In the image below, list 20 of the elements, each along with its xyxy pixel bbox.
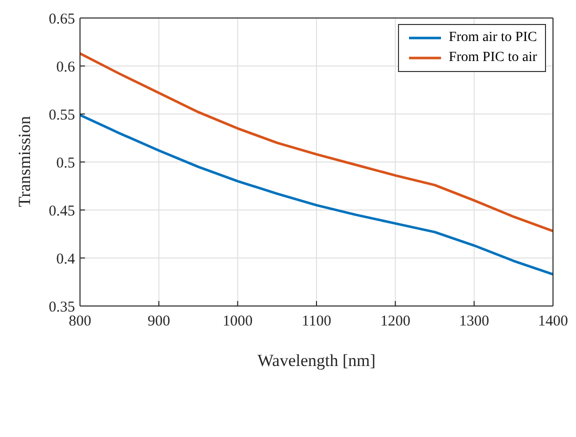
y-tick-label: 0.4	[56, 251, 76, 268]
x-tick-label: 1000	[222, 314, 253, 330]
legend-label: From PIC to air	[448, 50, 537, 66]
y-tick-label: 0.65	[48, 11, 75, 28]
line-series	[80, 52, 553, 232]
y-tick-label: 0.55	[48, 107, 75, 124]
y-tick-label: 0.35	[48, 299, 75, 316]
x-axis-title: Wavelength [nm]	[257, 351, 376, 370]
y-tick-label: 0.6	[56, 59, 76, 76]
x-tick-label: 800	[68, 314, 92, 330]
legend-label: From air to PIC	[448, 30, 537, 46]
x-tick-label: 1100	[302, 314, 332, 330]
x-tick-label: 1300	[459, 314, 490, 330]
x-tick-label: 900	[148, 314, 170, 330]
line-series	[80, 114, 553, 276]
y-tick-label: 0.5	[56, 155, 75, 172]
y-axis-title: Transmission	[15, 115, 34, 207]
x-tick-label: 1200	[380, 314, 410, 330]
x-tick-label: 1400	[538, 314, 568, 330]
y-tick-label: 0.45	[48, 203, 75, 220]
